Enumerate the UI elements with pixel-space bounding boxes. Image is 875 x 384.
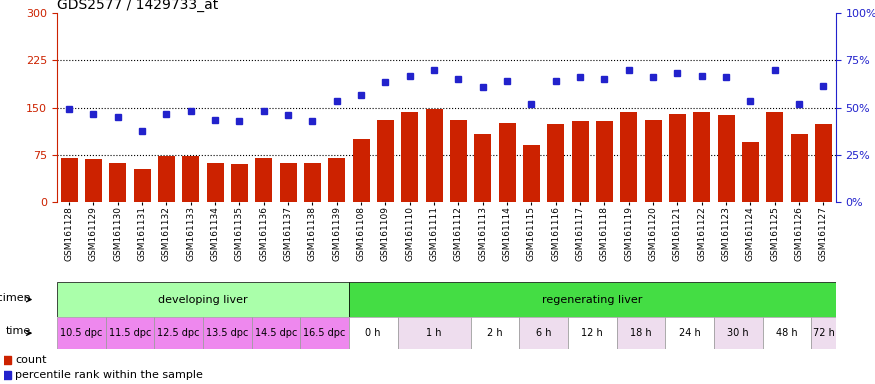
Text: 30 h: 30 h: [727, 328, 749, 338]
Bar: [519, 317, 568, 349]
Bar: [523, 145, 540, 202]
Bar: [255, 158, 272, 202]
Text: specimen: specimen: [0, 293, 31, 303]
Bar: [328, 158, 346, 202]
Bar: [57, 282, 349, 317]
Text: developing liver: developing liver: [158, 295, 248, 305]
Bar: [349, 282, 836, 317]
Bar: [85, 159, 102, 202]
Text: 10.5 dpc: 10.5 dpc: [60, 328, 102, 338]
Bar: [471, 317, 519, 349]
Text: count: count: [16, 355, 47, 365]
Bar: [203, 317, 252, 349]
Text: 18 h: 18 h: [630, 328, 652, 338]
Bar: [109, 163, 126, 202]
Bar: [134, 169, 150, 202]
Bar: [397, 317, 471, 349]
Bar: [791, 134, 808, 202]
Text: 16.5 dpc: 16.5 dpc: [304, 328, 346, 338]
Text: 14.5 dpc: 14.5 dpc: [255, 328, 298, 338]
Text: 6 h: 6 h: [536, 328, 551, 338]
Bar: [231, 164, 248, 202]
Bar: [450, 120, 467, 202]
Bar: [377, 120, 394, 202]
Bar: [206, 163, 224, 202]
Bar: [353, 139, 369, 202]
Text: 12 h: 12 h: [581, 328, 603, 338]
Bar: [474, 134, 491, 202]
Bar: [279, 163, 297, 202]
Text: 11.5 dpc: 11.5 dpc: [108, 328, 151, 338]
Bar: [620, 112, 637, 202]
Text: 0 h: 0 h: [366, 328, 381, 338]
Bar: [596, 121, 613, 202]
Text: 13.5 dpc: 13.5 dpc: [206, 328, 248, 338]
Bar: [252, 317, 300, 349]
Bar: [402, 112, 418, 202]
Bar: [158, 156, 175, 202]
Text: GDS2577 / 1429733_at: GDS2577 / 1429733_at: [57, 0, 218, 12]
Bar: [568, 317, 617, 349]
Bar: [714, 317, 763, 349]
Bar: [547, 124, 564, 202]
Bar: [763, 317, 811, 349]
Text: 2 h: 2 h: [487, 328, 503, 338]
Bar: [693, 112, 710, 202]
Bar: [182, 156, 200, 202]
Bar: [668, 114, 686, 202]
Text: regenerating liver: regenerating liver: [542, 295, 642, 305]
Bar: [60, 158, 78, 202]
Bar: [300, 317, 349, 349]
Bar: [718, 115, 735, 202]
Text: 72 h: 72 h: [813, 328, 835, 338]
Bar: [766, 112, 783, 202]
Text: percentile rank within the sample: percentile rank within the sample: [16, 370, 203, 380]
Text: 24 h: 24 h: [679, 328, 701, 338]
Bar: [645, 120, 662, 202]
Bar: [665, 317, 714, 349]
Bar: [811, 317, 836, 349]
Bar: [617, 317, 665, 349]
Bar: [304, 163, 321, 202]
Text: 48 h: 48 h: [776, 328, 798, 338]
Bar: [815, 124, 832, 202]
Bar: [57, 317, 106, 349]
Bar: [106, 317, 154, 349]
Bar: [499, 123, 515, 202]
Bar: [571, 121, 589, 202]
Text: time: time: [6, 326, 32, 336]
Bar: [425, 109, 443, 202]
Bar: [154, 317, 203, 349]
Bar: [349, 317, 397, 349]
Text: 12.5 dpc: 12.5 dpc: [158, 328, 200, 338]
Text: 1 h: 1 h: [426, 328, 442, 338]
Bar: [742, 142, 759, 202]
